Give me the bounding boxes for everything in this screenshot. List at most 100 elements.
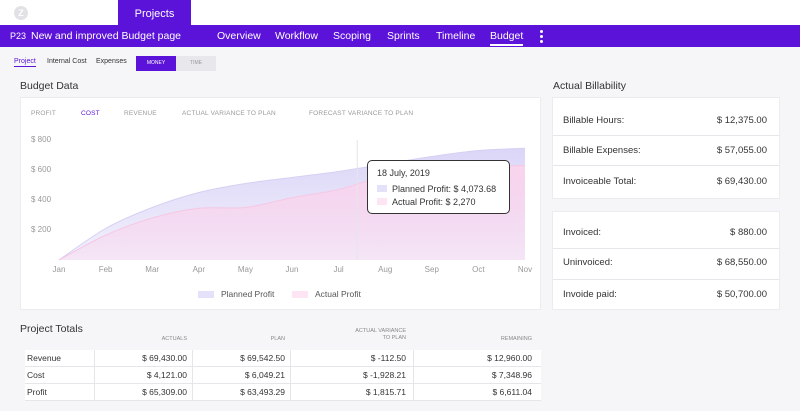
- column-separator: [192, 367, 193, 384]
- table-row-revenue: Revenue $ 69,430.00 $ 69,542.50 $ -112.5…: [25, 350, 541, 367]
- column-separator: [94, 384, 95, 401]
- planned-swatch: [377, 185, 387, 192]
- subtab-project[interactable]: Project: [14, 58, 36, 67]
- billable-expenses-row: Billable Expenses: $ 57,055.00: [563, 145, 767, 156]
- x-tick-label: Feb: [98, 265, 113, 274]
- tooltip-actual-row: Actual Profit: $ 2,270: [377, 197, 476, 207]
- project-totals: Project Totals ACTUALS PLAN ACTUAL VARIA…: [20, 322, 541, 411]
- billability-card: Billable Hours: $ 12,375.00 Billable Exp…: [552, 97, 780, 199]
- legend-planned-profit[interactable]: Planned Profit: [198, 289, 274, 299]
- chart-tab-actual-variance[interactable]: ACTUAL VARIANCE TO PLAN: [182, 110, 276, 117]
- app-logo[interactable]: Z: [14, 6, 28, 20]
- subtab-internal-cost[interactable]: Internal Cost: [47, 58, 87, 65]
- cell-actuals: $ 69,430.00: [142, 353, 187, 363]
- divider: [553, 248, 779, 249]
- column-separator: [413, 384, 414, 401]
- y-tick-label: $ 400: [31, 195, 52, 204]
- divider: [553, 165, 779, 166]
- x-tick-label: Mar: [145, 265, 160, 274]
- x-tick-label: Oct: [472, 265, 485, 274]
- tab-workflow[interactable]: Workflow: [275, 30, 318, 42]
- top-bar: Z Projects: [0, 0, 800, 25]
- header-variance-line1: ACTUAL VARIANCE: [355, 328, 406, 334]
- tab-timeline[interactable]: Timeline: [436, 30, 476, 42]
- project-name: New and improved Budget page: [31, 30, 182, 42]
- chart-tab-profit[interactable]: PROFIT: [31, 110, 57, 117]
- invoiced-label: Invoiced:: [563, 227, 602, 238]
- budget-subtabs: Project Internal Cost Expenses: [0, 55, 800, 71]
- time-toggle-button[interactable]: TIME: [176, 56, 216, 71]
- column-separator: [94, 367, 95, 384]
- invoiceable-total-label: Invoiceable Total:: [563, 176, 637, 187]
- legend-planned-swatch: [198, 291, 214, 298]
- tooltip-actual-value: Actual Profit: $ 2,270: [392, 197, 476, 207]
- budget-chart-panel: PROFIT COST REVENUE ACTUAL VARIANCE TO P…: [20, 97, 541, 310]
- y-tick-label: $ 800: [31, 135, 52, 144]
- column-separator: [192, 350, 193, 367]
- projects-nav-tab[interactable]: Projects: [118, 0, 191, 25]
- chart-tooltip: 18 July, 2019 Planned Profit: $ 4,073.68…: [367, 160, 510, 214]
- x-tick-label: Jan: [52, 265, 66, 274]
- legend-planned-label: Planned Profit: [221, 289, 275, 299]
- x-tick-label: Sep: [424, 265, 439, 274]
- tooltip-planned-row: Planned Profit: $ 4,073.68: [377, 184, 496, 194]
- tooltip-planned-value: Planned Profit: $ 4,073.68: [392, 184, 497, 194]
- project-header-bar: P23 New and improved Budget page Overvie…: [0, 25, 800, 47]
- column-separator: [290, 350, 291, 367]
- actual-swatch: [377, 198, 387, 205]
- tab-sprints[interactable]: Sprints: [387, 30, 420, 42]
- cell-actuals: $ 65,309.00: [142, 387, 187, 397]
- tab-budget[interactable]: Budget: [490, 25, 524, 47]
- chart-tab-cost[interactable]: COST: [81, 110, 100, 117]
- header-variance-line2: TO PLAN: [382, 335, 406, 341]
- invoice-paid-value: $ 50,700.00: [716, 289, 767, 300]
- cell-variance: $ -1,928.21: [362, 370, 406, 380]
- invoice-card: Invoiced: $ 880.00 Uninvoiced: $ 68,550.…: [552, 211, 780, 310]
- column-separator: [413, 367, 414, 384]
- uninvoiced-label: Uninvoiced:: [563, 257, 613, 268]
- divider: [553, 279, 779, 280]
- cell-plan: $ 63,493.29: [240, 387, 285, 397]
- legend-actual-profit[interactable]: Actual Profit: [292, 289, 361, 299]
- invoice-paid-row: Invoide paid: $ 50,700.00: [563, 289, 767, 300]
- column-separator: [290, 384, 291, 401]
- chart-tab-revenue[interactable]: REVENUE: [124, 110, 157, 117]
- kebab-icon[interactable]: [540, 30, 544, 45]
- invoiced-value: $ 880.00: [730, 227, 767, 238]
- cell-remaining: $ 7,348.96: [491, 370, 532, 380]
- billable-hours-row: Billable Hours: $ 12,375.00: [563, 115, 767, 126]
- invoiceable-total-value: $ 69,430.00: [716, 176, 767, 187]
- billable-hours-label: Billable Hours:: [563, 115, 625, 126]
- column-separator: [413, 350, 414, 367]
- tab-scoping[interactable]: Scoping: [333, 30, 371, 42]
- header-plan: PLAN: [270, 336, 285, 342]
- column-separator: [94, 350, 95, 367]
- billable-expenses-label: Billable Expenses:: [563, 145, 641, 156]
- cell-remaining: $ 12,960.00: [487, 353, 532, 363]
- header-actuals: ACTUALS: [161, 336, 187, 342]
- money-toggle-button[interactable]: MONEY: [136, 56, 176, 71]
- x-tick-label: Jul: [333, 265, 344, 274]
- chart-tab-forecast-variance[interactable]: FORECAST VARIANCE TO PLAN: [309, 110, 414, 117]
- subtab-expenses[interactable]: Expenses: [96, 58, 127, 65]
- x-tick-label: May: [237, 265, 253, 274]
- row-label: Cost: [27, 370, 45, 380]
- column-separator: [192, 384, 193, 401]
- divider: [553, 135, 779, 136]
- project-totals-title: Project Totals: [20, 323, 83, 335]
- project-code: P23: [10, 31, 27, 41]
- tab-overview[interactable]: Overview: [217, 30, 261, 42]
- invoiced-row: Invoiced: $ 880.00: [563, 227, 767, 238]
- invoice-paid-label: Invoide paid:: [563, 289, 617, 300]
- table-row-cost: Cost $ 4,121.00 $ 6,049.21 $ -1,928.21 $…: [25, 367, 541, 384]
- billable-expenses-value: $ 57,055.00: [716, 145, 767, 156]
- budget-data-title: Budget Data: [20, 80, 79, 92]
- x-tick-label: Aug: [378, 265, 393, 274]
- cell-variance: $ -112.50: [370, 353, 406, 363]
- y-tick-label: $ 200: [31, 225, 52, 234]
- y-tick-label: $ 600: [31, 165, 52, 174]
- uninvoiced-value: $ 68,550.00: [716, 257, 767, 268]
- invoiceable-total-row: Invoiceable Total: $ 69,430.00: [563, 176, 767, 187]
- x-tick-label: Jun: [285, 265, 299, 274]
- x-tick-label: Nov: [517, 265, 533, 274]
